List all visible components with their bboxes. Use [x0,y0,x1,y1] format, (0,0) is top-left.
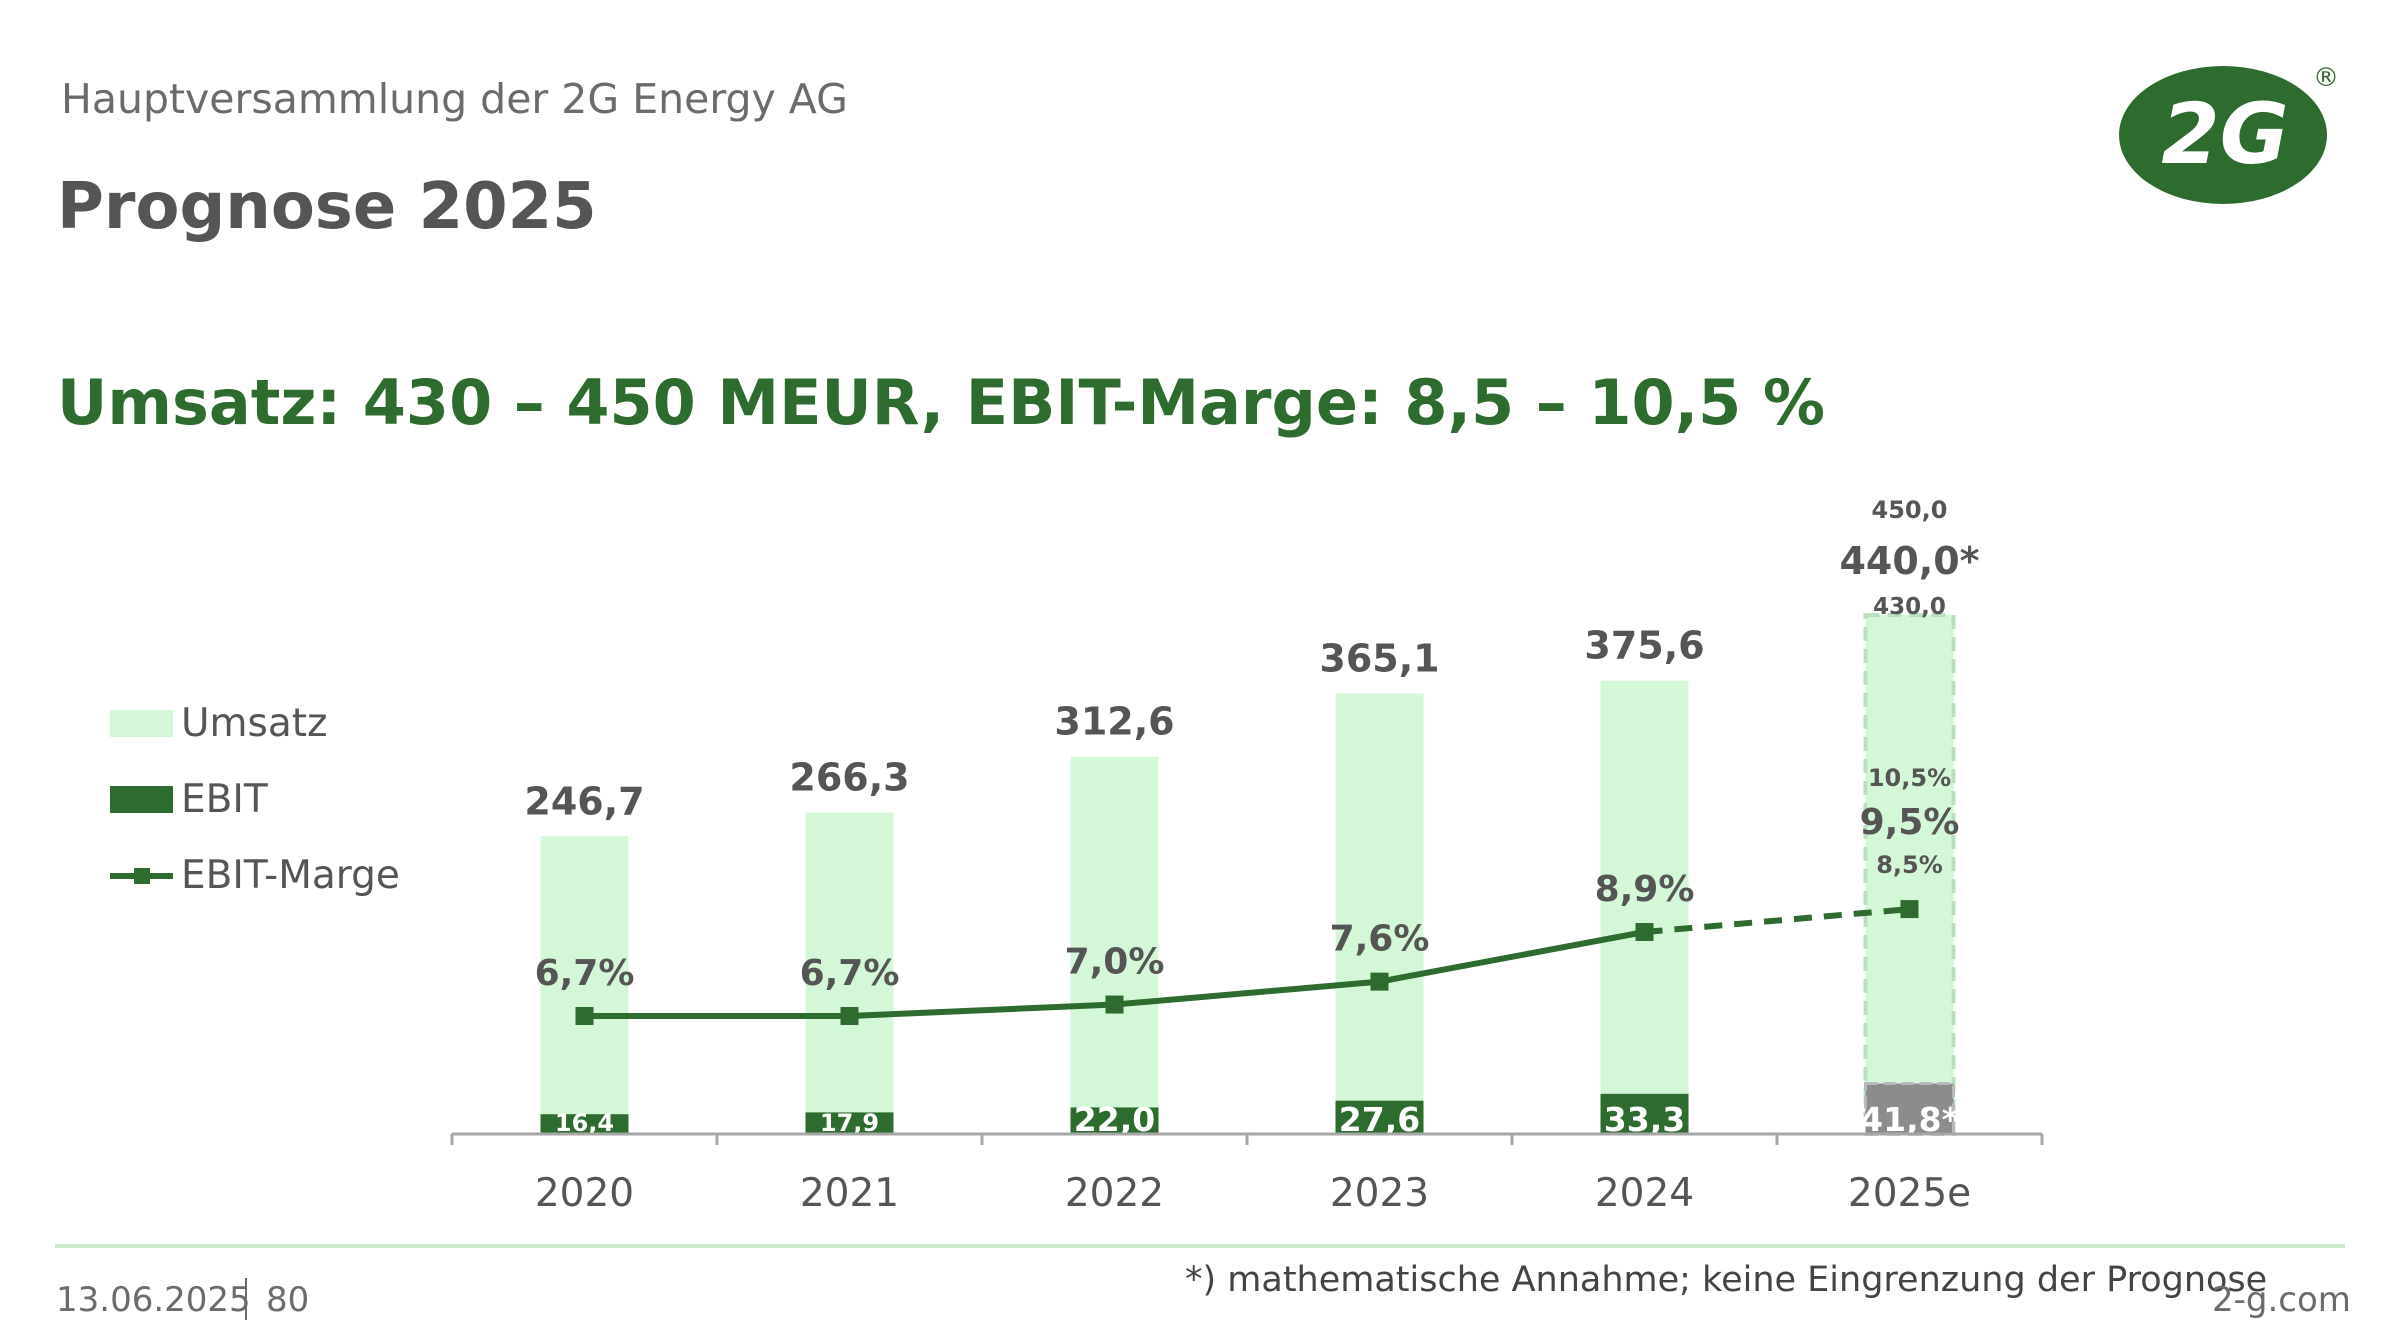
registered-mark: ® [2313,63,2339,93]
x-tick-label-2021: 2021 [800,1171,899,1216]
x-tick-label-2020: 2020 [535,1171,634,1216]
ebit-marge-marker-2025e [1900,900,1919,919]
forecast-headline: Umsatz: 430 – 450 MEUR, EBIT-Marge: 8,5 … [57,366,1825,439]
ebit-marge-label-2022: 7,0% [1065,942,1165,983]
legend-label-ebit: EBIT [181,776,268,822]
umsatz-label-2022: 312,6 [1054,700,1174,744]
legend-label-ebit-marge: EBIT-Marge [181,852,400,898]
page-title: Prognose 2025 [57,170,597,244]
ebit-marge-label-2021: 6,7% [800,953,900,994]
footer-separator [245,1278,247,1320]
umsatz-bar-2021 [805,812,894,1134]
legend-label-umsatz: Umsatz [181,700,328,746]
umsatz-label-2025e: 440,0* [1839,539,1979,583]
marge-range-low-label: 8,5% [1876,851,1943,879]
ebit-marge-label-2025e: 9,5% [1860,802,1960,843]
ebit-marge-label-2023: 7,6% [1330,919,1430,960]
page-number: 80 [266,1280,310,1320]
footer-divider [55,1244,2345,1248]
ebit-marge-forecast-line [1644,906,1910,935]
footnote: *) mathematische Annahme; keine Eingrenz… [1185,1260,2268,1300]
ebit-bar-2024 [1600,1093,1689,1134]
footer-date: 13.06.2025 [56,1280,251,1320]
umsatz-range-low-label: 430,0 [1873,594,1946,620]
marge-range-high-label: 10,5% [1868,764,1951,792]
logo-ellipse [2119,66,2327,204]
legend-swatch-ebit [110,785,173,813]
ebit-marge-marker-2024 [1635,923,1654,941]
ebit-marge-marker-2023 [1370,972,1389,991]
ebit-marge-marker-2020 [575,1007,594,1025]
ebit-bar-2025e [1864,1082,1955,1136]
x-tick-label-2025e: 2025e [1848,1171,1971,1216]
umsatz-label-2020: 246,7 [524,779,644,823]
umsatz-range-high-label: 450,0 [1872,496,1948,524]
umsatz-label-2021: 266,3 [789,756,909,800]
umsatz-bar-2020 [540,836,629,1134]
umsatz-label-2024: 375,6 [1584,624,1704,668]
ebit-marge-marker-2022 [1105,995,1124,1014]
ebit-marge-label-2020: 6,7% [535,953,635,994]
ebit-marge-label-2024: 8,9% [1595,869,1695,910]
legend-swatch-ebit-marge [110,867,173,884]
x-tick-label-2023: 2023 [1330,1171,1429,1216]
legend-swatch-umsatz [110,709,173,737]
footer-url: 2-g.com [2212,1280,2351,1320]
legend-item-ebit-marge: EBIT-Marge [110,837,400,913]
umsatz-label-2023: 365,1 [1319,636,1439,680]
ebit-label-2020: 16,4 [555,1109,614,1137]
ebit-bar-2022 [1070,1107,1159,1134]
chart-legend: Umsatz EBIT EBIT-Marge [110,685,400,913]
presentation-subtitle: Hauptversammlung der 2G Energy AG [61,75,848,123]
umsatz-bar-2022 [1070,756,1159,1134]
umsatz-bar-2025e [1863,613,1956,1136]
company-logo: 2G ® [2119,63,2339,204]
ebit-bar-2021 [805,1112,894,1134]
ebit-bar-2020 [540,1114,629,1134]
legend-item-ebit: EBIT [110,761,400,837]
logo-text: 2G [2161,85,2288,183]
x-tick-label-2024: 2024 [1595,1171,1694,1216]
ebit-marge-marker-2021 [840,1007,859,1025]
umsatz-bar-2023 [1335,693,1424,1134]
umsatz-bar-2024 [1600,680,1689,1134]
ebit-bar-2023 [1335,1100,1424,1134]
x-tick-label-2022: 2022 [1065,1171,1164,1216]
ebit-label-2021: 17,9 [820,1109,879,1137]
legend-item-umsatz: Umsatz [110,685,400,761]
